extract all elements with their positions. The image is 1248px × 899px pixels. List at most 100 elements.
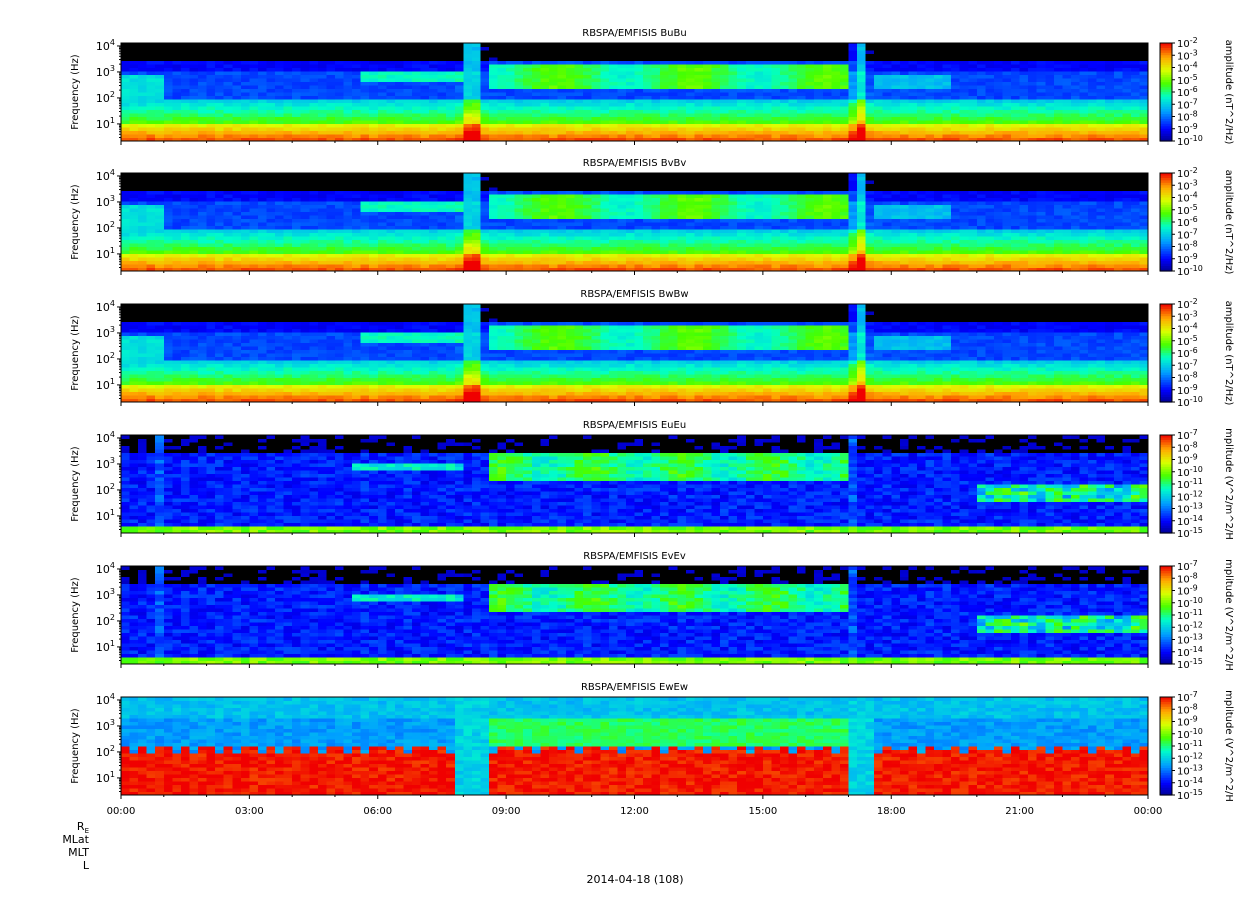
heatmap-cell (1097, 68, 1106, 72)
heatmap-cell (763, 43, 772, 47)
heatmap-cell (677, 131, 686, 135)
heatmap-cell (155, 257, 164, 261)
heatmap-cell (643, 47, 652, 51)
heatmap-cell (908, 75, 917, 79)
heatmap-cell (292, 261, 301, 265)
heatmap-cell (249, 201, 258, 205)
heatmap-cell (1020, 106, 1029, 110)
heatmap-cell (361, 236, 370, 240)
heatmap-cell (480, 233, 489, 237)
heatmap-cell (421, 92, 430, 96)
heatmap-cell (985, 78, 994, 82)
heatmap-cell (840, 82, 849, 86)
heatmap-cell (549, 75, 558, 79)
heatmap-cell (712, 75, 721, 79)
heatmap-cell (207, 219, 216, 223)
heatmap-cell (643, 71, 652, 75)
heatmap-cell (968, 68, 977, 72)
heatmap-cell (241, 75, 250, 79)
heatmap-cell (155, 127, 164, 131)
heatmap-cell (806, 120, 815, 124)
heatmap-cell (378, 254, 387, 258)
heatmap-cell (583, 68, 592, 72)
heatmap-cell (352, 180, 361, 184)
heatmap-cell (429, 194, 438, 198)
heatmap-cell (438, 96, 447, 100)
heatmap-cell (284, 134, 293, 138)
heatmap-cell (557, 240, 566, 244)
heatmap-cell (917, 54, 926, 58)
heatmap-cell (275, 243, 284, 247)
heatmap-cell (1045, 54, 1054, 58)
heatmap-cell (352, 247, 361, 251)
heatmap-cell (686, 89, 695, 93)
heatmap-cell (172, 57, 181, 61)
heatmap-cell (515, 131, 524, 135)
heatmap-cell (566, 191, 575, 195)
heatmap-cell (181, 222, 190, 226)
heatmap-cell (369, 124, 378, 128)
heatmap-cell (207, 120, 216, 124)
heatmap-cell (1037, 99, 1046, 103)
heatmap-cell (1020, 127, 1029, 131)
heatmap-cell (335, 117, 344, 121)
heatmap-cell (729, 96, 738, 100)
heatmap-cell (164, 54, 173, 58)
heatmap-cell (1097, 82, 1106, 86)
heatmap-cell (600, 54, 609, 58)
heatmap-cell (1131, 127, 1140, 131)
heatmap-cell (789, 75, 798, 79)
heatmap-cell (780, 89, 789, 93)
heatmap-cell (848, 85, 857, 89)
heatmap-cell (1020, 43, 1029, 47)
heatmap-cell (515, 85, 524, 89)
heatmap-cell (455, 127, 464, 131)
heatmap-cell (1080, 75, 1089, 79)
heatmap-cell (232, 117, 241, 121)
heatmap-cell (617, 64, 626, 68)
heatmap-cell (994, 64, 1003, 68)
heatmap-cell (515, 212, 524, 216)
heatmap-cell (600, 43, 609, 47)
heatmap-cell (1105, 82, 1114, 86)
heatmap-cell (609, 82, 618, 86)
heatmap-cell (121, 110, 130, 114)
heatmap-cell (266, 236, 275, 240)
heatmap-cell (557, 229, 566, 233)
heatmap-cell (523, 43, 532, 47)
heatmap-cell (994, 47, 1003, 51)
heatmap-cell (258, 96, 267, 100)
heatmap-cell (421, 110, 430, 114)
heatmap-cell (198, 43, 207, 47)
heatmap-cell (232, 57, 241, 61)
heatmap-cell (403, 208, 412, 212)
heatmap-cell (515, 43, 524, 47)
heatmap-cell (395, 124, 404, 128)
heatmap-cell (198, 68, 207, 72)
heatmap-cell (301, 106, 310, 110)
heatmap-cell (635, 103, 644, 107)
heatmap-cell (489, 219, 498, 223)
heatmap-cell (189, 61, 198, 65)
heatmap-cell (147, 120, 156, 124)
heatmap-cell (900, 50, 909, 54)
heatmap-cell (121, 47, 130, 51)
heatmap-cell (463, 57, 472, 61)
heatmap-cell (266, 212, 275, 216)
heatmap-cell (831, 124, 840, 128)
heatmap-cell (472, 201, 481, 205)
heatmap-cell (746, 131, 755, 135)
heatmap-cell (823, 61, 832, 65)
heatmap-cell (557, 78, 566, 82)
heatmap-cell (1088, 92, 1097, 96)
heatmap-cell (378, 194, 387, 198)
heatmap-cell (361, 184, 370, 188)
heatmap-cell (891, 82, 900, 86)
heatmap-cell (207, 68, 216, 72)
heatmap-cell (198, 92, 207, 96)
heatmap-cell (643, 124, 652, 128)
heatmap-cell (224, 54, 233, 58)
heatmap-cell (754, 64, 763, 68)
heatmap-cell (378, 236, 387, 240)
heatmap-cell (395, 68, 404, 72)
